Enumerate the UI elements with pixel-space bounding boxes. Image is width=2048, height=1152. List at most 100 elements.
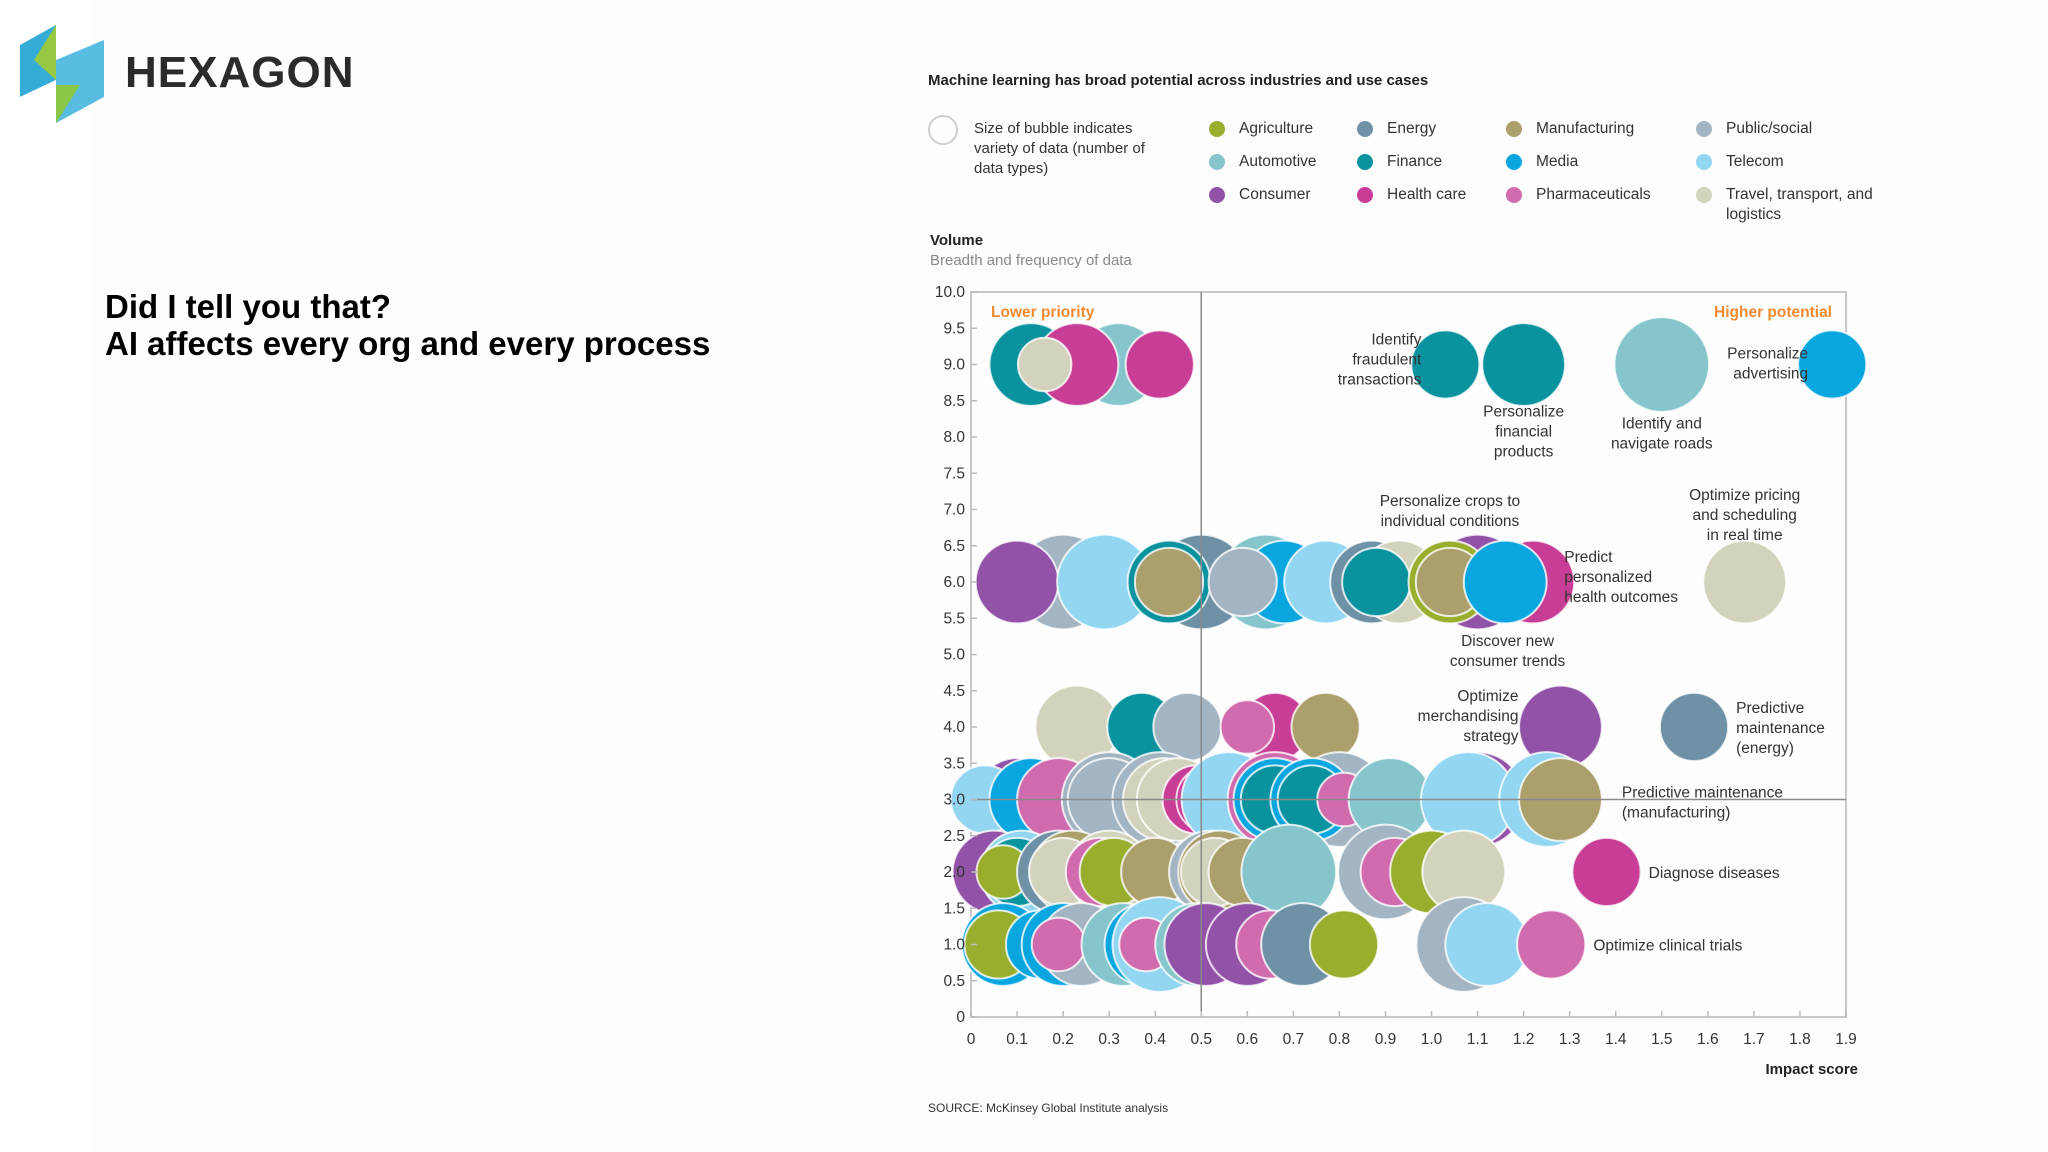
x-tick-label: 0.4 [1144, 1031, 1166, 1048]
bubble [1410, 329, 1481, 400]
y-tick-label: 3.5 [943, 755, 965, 772]
y-tick-label: 4.5 [943, 683, 965, 700]
legend-label: Manufacturing [1536, 120, 1635, 137]
y-axis-subtitle: Breadth and frequency of data [930, 252, 1132, 269]
annotation-line: in real time [1707, 527, 1783, 544]
x-tick-label: 1.7 [1743, 1031, 1765, 1048]
chart-title: Machine learning has broad potential acr… [928, 72, 1429, 89]
y-tick-label: 4.0 [943, 719, 965, 736]
annotation-line: Predictive [1736, 700, 1804, 717]
y-axis-title: Volume [930, 232, 984, 249]
bubble [1571, 836, 1642, 908]
bubble-annotation: Personalize crops to individual condition… [1380, 493, 1520, 530]
annotation-line: strategy [1463, 728, 1518, 745]
y-tick-label: 3.0 [943, 792, 965, 809]
legend-swatch-icon [1506, 187, 1522, 203]
bubble-annotation: Diagnose diseases [1649, 865, 1780, 882]
bubble [1290, 691, 1361, 763]
bubble-annotation: Predict personalized health outcomes [1564, 549, 1678, 606]
y-tick-label: 7.5 [943, 465, 965, 482]
bubble [1308, 909, 1380, 980]
legend-label: Media [1536, 153, 1579, 170]
headline-line-2: AI affects every org and every process [105, 325, 711, 362]
annotation-line: personalized [1564, 569, 1652, 586]
annotation-line: financial [1495, 424, 1552, 441]
x-tick-label: 1.5 [1651, 1031, 1673, 1048]
brand-name: HEXAGON [125, 48, 355, 97]
annotation-line: Diagnose diseases [1649, 865, 1780, 882]
bubble [1133, 546, 1205, 618]
annotation-line: Predictive maintenance [1622, 785, 1783, 802]
y-tick-label: 9.5 [943, 320, 965, 337]
annotation-line: products [1494, 444, 1554, 461]
y-tick-label: 5.0 [943, 647, 965, 664]
bubble [1613, 316, 1711, 413]
legend-label: Public/social [1726, 120, 1813, 137]
bubble [1516, 909, 1587, 980]
annotation-line: Predict [1564, 549, 1613, 566]
legend-label: Energy [1387, 120, 1437, 137]
y-tick-label: 6.0 [943, 574, 965, 591]
bubble [1658, 691, 1730, 763]
legend-swatch-icon [1209, 187, 1225, 203]
x-tick-label: 1.0 [1421, 1031, 1443, 1048]
y-tick-label: 1.0 [943, 937, 965, 954]
annotation-line: Optimize pricing [1689, 487, 1800, 504]
annotation-line: Identify [1371, 332, 1421, 349]
annotation-line: Personalize [1727, 346, 1808, 363]
size-legend-circle-icon [928, 115, 958, 145]
annotation-line: (energy) [1736, 740, 1794, 757]
x-tick-label: 0.1 [1006, 1031, 1028, 1048]
bubble [1797, 329, 1868, 400]
legend-swatch-icon [1506, 154, 1522, 170]
bubble [1124, 329, 1195, 400]
annotation-line: Personalize crops to [1380, 493, 1520, 510]
annotation-line: (manufacturing) [1622, 805, 1731, 822]
annotation-line: advertising [1733, 366, 1808, 383]
legend-swatch-icon [1209, 154, 1225, 170]
x-axis-title: Impact score [1765, 1061, 1858, 1078]
annotation-line: and scheduling [1693, 507, 1797, 524]
legend-swatch-icon [1506, 121, 1522, 137]
annotation-line: Optimize clinical trials [1593, 938, 1742, 955]
y-tick-label: 2.0 [943, 864, 965, 881]
bubble [1702, 539, 1788, 625]
y-tick-label: 0 [956, 1009, 965, 1026]
x-tick-label: 1.3 [1559, 1031, 1581, 1048]
legend-label: Pharmaceuticals [1536, 186, 1651, 203]
annotation-line: Optimize [1457, 688, 1518, 705]
x-tick-label: 0.5 [1190, 1031, 1212, 1048]
bubble [1481, 322, 1567, 407]
bubble [1219, 699, 1276, 755]
y-tick-label: 1.5 [943, 900, 965, 917]
hexagon-logo-icon [20, 25, 104, 123]
x-tick-label: 1.1 [1467, 1031, 1489, 1048]
legend-label: Finance [1387, 153, 1443, 170]
bubble-annotation: Optimize merchandising strategy [1418, 688, 1519, 745]
annotation-line: consumer trends [1450, 653, 1566, 670]
bubble [1341, 546, 1412, 618]
x-tick-label: 0.3 [1098, 1031, 1120, 1048]
legend-swatch-icon [1696, 121, 1712, 137]
legend-swatch-icon [1696, 187, 1712, 203]
annotation-line: Personalize [1483, 404, 1564, 421]
annotation-line: individual conditions [1381, 513, 1520, 530]
bubble [1016, 336, 1073, 393]
bubble-annotation: Personalize advertising [1727, 346, 1808, 383]
x-tick-label: 1.8 [1789, 1031, 1811, 1048]
bubble-annotation: Predictive maintenance (energy) [1736, 700, 1825, 757]
quadrant-label-higher-potential: Higher potential [1714, 304, 1832, 321]
legend-swatch-icon [1357, 187, 1373, 203]
x-tick-label: 0.2 [1052, 1031, 1074, 1048]
legend-label: Automotive [1239, 153, 1317, 170]
bubble [1207, 546, 1278, 618]
quadrant-label-lower-priority: Lower priority [991, 304, 1095, 321]
y-tick-label: 2.5 [943, 828, 965, 845]
bubble [1152, 691, 1223, 763]
annotation-line: Identify and [1622, 416, 1702, 433]
y-tick-label: 0.5 [943, 973, 965, 990]
y-tick-label: 9.0 [943, 357, 965, 374]
x-tick-label: 0.9 [1375, 1031, 1397, 1048]
y-tick-label: 5.5 [943, 610, 965, 627]
x-tick-label: 0.8 [1329, 1031, 1351, 1048]
